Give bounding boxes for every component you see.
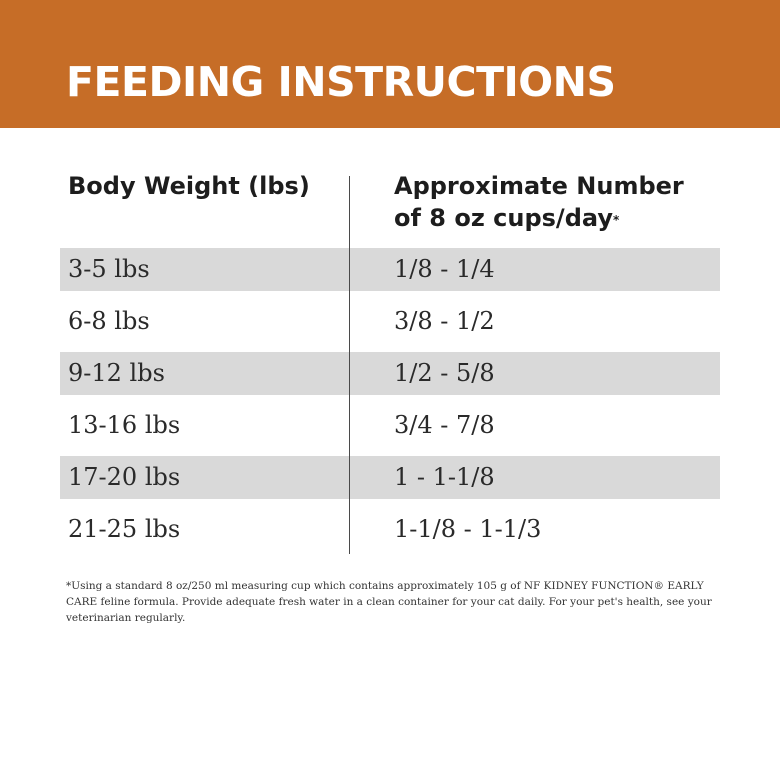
- cups-cell: 3/4 - 7/8: [394, 411, 495, 439]
- weight-cell: 9-12 lbs: [68, 359, 165, 387]
- header-footnote-mark: *: [612, 213, 620, 227]
- header-cups-line2: of 8 oz cups/day: [394, 204, 613, 232]
- cups-cell: 1-1/8 - 1-1/3: [394, 515, 542, 543]
- table-row: 3-5 lbs 1/8 - 1/4: [60, 248, 720, 291]
- cups-cell: 1/8 - 1/4: [394, 255, 495, 283]
- feeding-table-body: 3-5 lbs 1/8 - 1/4 6-8 lbs 3/8 - 1/2 9-12…: [60, 248, 720, 560]
- weight-cell: 13-16 lbs: [68, 411, 181, 439]
- header-banner: FEEDING INSTRUCTIONS: [0, 0, 780, 128]
- weight-cell: 6-8 lbs: [68, 307, 150, 335]
- header-cups-per-day: Approximate Number of 8 oz cups/day*: [394, 170, 714, 234]
- header-cups-line1: Approximate Number: [394, 172, 684, 200]
- column-divider: [349, 176, 350, 554]
- header-body-weight: Body Weight (lbs): [68, 172, 310, 200]
- cups-cell: 3/8 - 1/2: [394, 307, 495, 335]
- table-row: 17-20 lbs 1 - 1-1/8: [60, 456, 720, 499]
- weight-cell: 3-5 lbs: [68, 255, 150, 283]
- table-row: 9-12 lbs 1/2 - 5/8: [60, 352, 720, 395]
- cups-cell: 1 - 1-1/8: [394, 463, 495, 491]
- weight-cell: 21-25 lbs: [68, 515, 181, 543]
- page-title: FEEDING INSTRUCTIONS: [66, 58, 616, 106]
- cups-cell: 1/2 - 5/8: [394, 359, 495, 387]
- table-row: 6-8 lbs 3/8 - 1/2: [60, 300, 720, 343]
- table-row: 21-25 lbs 1-1/8 - 1-1/3: [60, 508, 720, 551]
- table-row: 13-16 lbs 3/4 - 7/8: [60, 404, 720, 447]
- weight-cell: 17-20 lbs: [68, 463, 181, 491]
- footnote: *Using a standard 8 oz/250 ml measuring …: [66, 580, 712, 624]
